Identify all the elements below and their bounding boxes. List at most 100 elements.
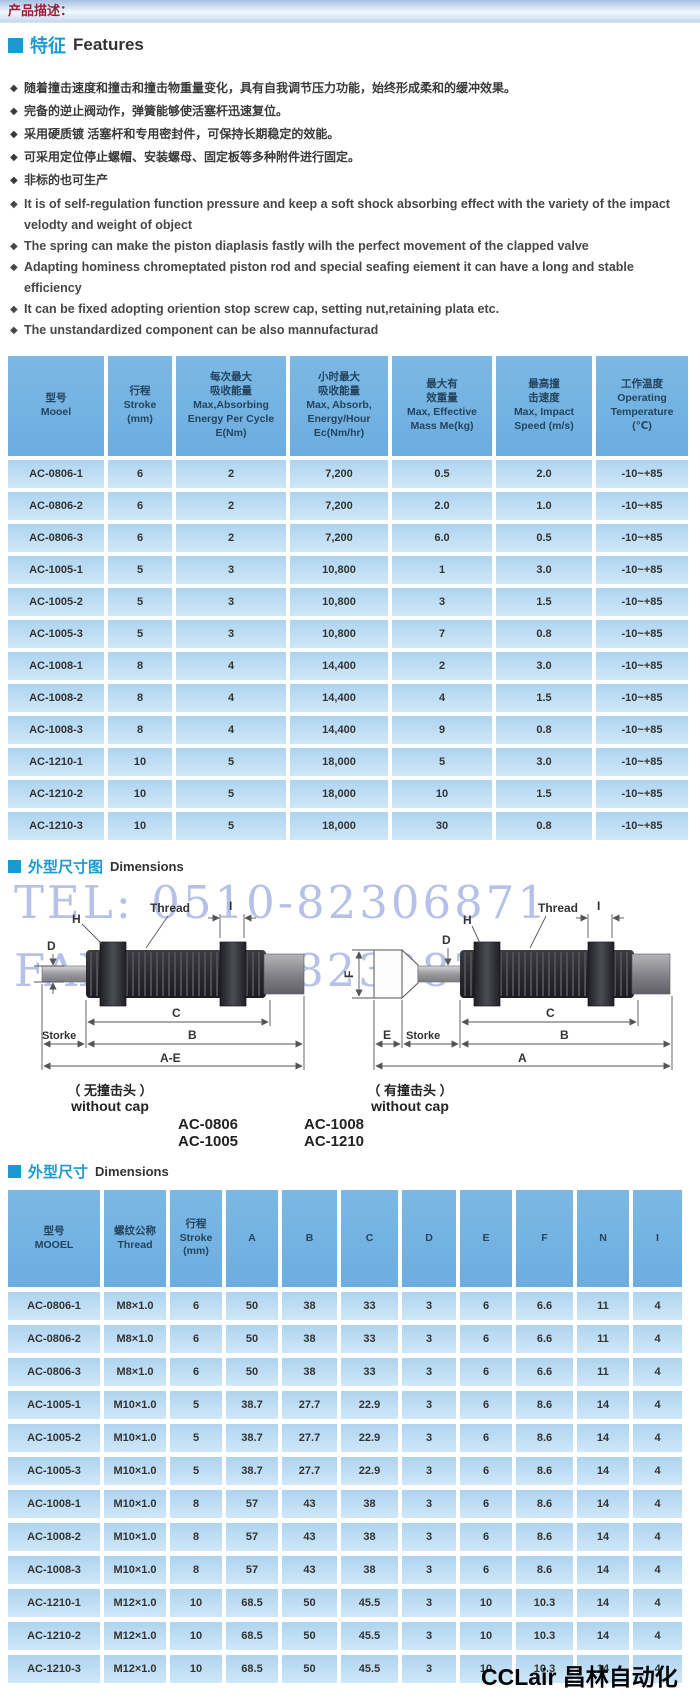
table-cell: 8.6: [516, 1556, 573, 1584]
table-cell: 7: [392, 620, 492, 648]
table-row: AC-1005-2 M10×1.0 5 38.7 27.7 22.9 3 6 8.6 14 4: [8, 1424, 692, 1452]
dimensions-table-heading-zh: 外型尺寸: [28, 1164, 89, 1181]
column-header: 工作温度 Operating Temperature (℃): [596, 356, 688, 456]
table-cell: 6: [108, 492, 172, 520]
table-row: AC-0806-3 6 2 7,200 6.0 0.5 -10~+85: [8, 524, 692, 552]
column-header: 型号 MOOEL: [8, 1190, 100, 1287]
hex-nut: [99, 941, 127, 1007]
table-cell: 3.0: [496, 556, 592, 584]
table-cell: 10: [170, 1589, 222, 1617]
table-cell: 22.9: [341, 1391, 398, 1419]
table-row: AC-1005-3 5 3 10,800 7 0.8 -10~+85: [8, 620, 692, 648]
table-row: AC-1005-1 M10×1.0 5 38.7 27.7 22.9 3 6 8.6 14 4: [8, 1391, 692, 1419]
table-cell: 4: [176, 684, 286, 712]
column-header: F: [516, 1190, 573, 1287]
body-end: [631, 953, 671, 995]
table-cell: 38.7: [226, 1424, 278, 1452]
diamond-bullet-icon: ◆: [10, 129, 18, 140]
table-cell: 38.7: [226, 1391, 278, 1419]
table-cell: 6: [460, 1523, 512, 1551]
table-cell: 33: [341, 1292, 398, 1320]
dimensions-diagram-heading-zh: 外型尺寸图: [28, 859, 104, 876]
table-cell: 5: [170, 1391, 222, 1419]
hex-nut: [219, 941, 247, 1007]
table-cell: 10: [392, 780, 492, 808]
features-list-en: ◆ It is of self-regulation function press…: [10, 194, 688, 341]
table-cell: 10,800: [290, 620, 388, 648]
shock-absorber-drawing-left: H D Thread I C Storke B A-E: [34, 899, 305, 1070]
dim-label-thread: Thread: [150, 901, 190, 915]
table-cell: 1.0: [496, 492, 592, 520]
table-cell: M12×1.0: [104, 1622, 166, 1650]
dim-label-i: I: [597, 899, 600, 913]
table-cell: 33: [341, 1325, 398, 1353]
table-cell: 4: [633, 1556, 682, 1584]
table-cell: 2: [176, 460, 286, 488]
table-cell: 22.9: [341, 1457, 398, 1485]
body-end: [263, 953, 305, 995]
table-cell: 45.5: [341, 1589, 398, 1617]
table-cell: AC-1210-2: [8, 780, 104, 808]
table-cell: 38: [282, 1292, 337, 1320]
table-cell: 6: [460, 1424, 512, 1452]
table-cell: 1.5: [496, 780, 592, 808]
features-list-zh: ◆ 随着撞击速度和撞击和撞击物重量变化，具有自我调节压力功能，始终形成柔和的缓冲效…: [10, 77, 688, 192]
table-cell: 14: [577, 1424, 629, 1452]
table-cell: 10: [170, 1622, 222, 1650]
table-cell: 11: [577, 1325, 629, 1353]
table-cell: 68.5: [226, 1589, 278, 1617]
table-cell: 3: [402, 1391, 456, 1419]
table-cell: 3: [402, 1490, 456, 1518]
table-row: AC-1005-3 M10×1.0 5 38.7 27.7 22.9 3 6 8.6 14 4: [8, 1457, 692, 1485]
table-cell: -10~+85: [596, 748, 688, 776]
table-cell: 68.5: [226, 1655, 278, 1683]
table-cell: 10: [460, 1655, 512, 1683]
table-cell: 3: [402, 1292, 456, 1320]
table-cell: -10~+85: [596, 780, 688, 808]
table-cell: 3: [402, 1424, 456, 1452]
table-cell: 9: [392, 716, 492, 744]
list-item: ◆ 可采用定位停止螺帽、安装螺母、固定板等多种附件进行固定。: [10, 146, 688, 169]
table-row: AC-1210-2 10 5 18,000 10 1.5 -10~+85: [8, 780, 692, 808]
column-header: 每次最大 吸收能量 Max,Absorbing Energy Per Cycle E(N…: [176, 356, 286, 456]
table-cell: 3: [402, 1556, 456, 1584]
table-cell: 4: [633, 1523, 682, 1551]
table-cell: 14: [577, 1589, 629, 1617]
table-cell: 3: [402, 1622, 456, 1650]
table-cell: 27.7: [282, 1391, 337, 1419]
table-cell: 6: [460, 1556, 512, 1584]
table-cell: 6: [460, 1457, 512, 1485]
product-description-bar: 产品描述：: [0, 0, 700, 23]
table-cell: 45.5: [341, 1655, 398, 1683]
diamond-bullet-icon: ◆: [10, 325, 18, 336]
table-cell: AC-0806-3: [8, 1358, 100, 1386]
table-cell: AC-1210-2: [8, 1622, 100, 1650]
dim-label-b: B: [560, 1028, 569, 1042]
table-row: AC-1210-2 M12×1.0 10 68.5 50 45.5 3 10 10.3 14 4: [8, 1622, 692, 1650]
dim-label-b: B: [188, 1028, 197, 1042]
table-row: AC-1008-3 M10×1.0 8 57 43 38 3 6 8.6 14 4: [8, 1556, 692, 1584]
table-cell: AC-0806-1: [8, 460, 104, 488]
table-cell: AC-1210-3: [8, 812, 104, 840]
table-cell: -10~+85: [596, 460, 688, 488]
table-cell: 10: [460, 1589, 512, 1617]
table-cell: 14: [577, 1655, 629, 1683]
product-description-label: 产品描述：: [8, 3, 74, 18]
table-cell: 6: [170, 1292, 222, 1320]
table-cell: 3: [402, 1457, 456, 1485]
dim-label-ae: A-E: [160, 1051, 181, 1065]
dimensions-diagram-heading: 外型尺寸图 Dimensions: [8, 856, 184, 877]
table-cell: 43: [282, 1556, 337, 1584]
dim-label-c: C: [172, 1006, 181, 1020]
table-cell: 4: [633, 1457, 682, 1485]
table-cell: 30: [392, 812, 492, 840]
column-header: A: [226, 1190, 278, 1287]
table-cell: 6.0: [392, 524, 492, 552]
table-cell: AC-0806-3: [8, 524, 104, 552]
table-cell: 5: [108, 620, 172, 648]
list-item: ◆ Adapting hominess chromeptated piston r…: [10, 257, 688, 299]
dimensions-diagram-heading-en: Dimensions: [110, 859, 184, 874]
dim-label-f: F: [342, 971, 356, 978]
right-model-labels: AC-1008 AC-1210: [303, 1116, 365, 1150]
